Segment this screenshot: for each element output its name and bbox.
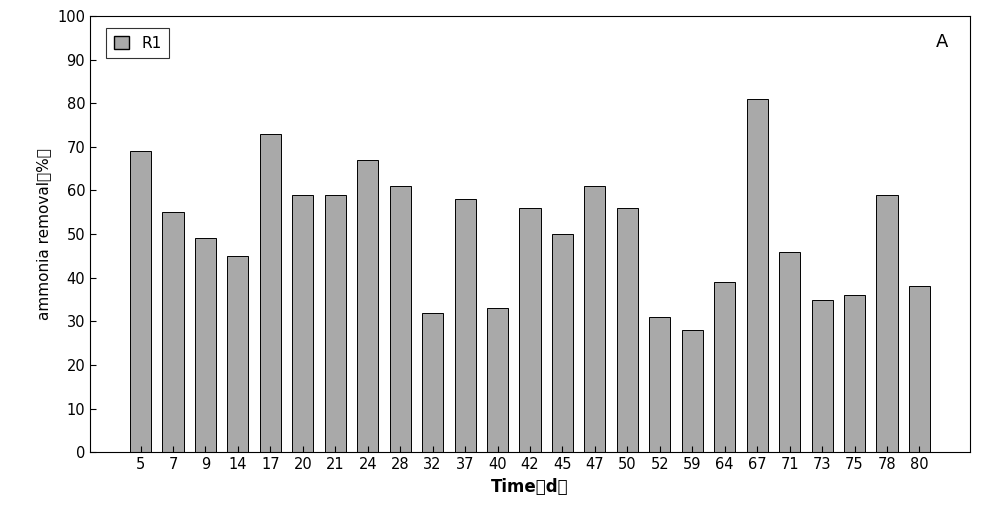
Bar [162,212,184,452]
Bar [487,308,508,452]
Bar [812,300,833,452]
Bar [455,199,476,452]
Legend: R1: R1 [106,28,169,58]
Bar [422,313,443,452]
Bar [617,208,638,452]
Bar [682,330,703,452]
Bar [390,186,411,452]
Bar [195,238,216,452]
Bar [649,317,670,452]
Bar [292,195,313,452]
Bar [519,208,541,452]
Bar [552,234,573,452]
Bar [844,295,865,452]
Y-axis label: ammonia removal（%）: ammonia removal（%） [37,148,52,320]
Bar [357,160,378,452]
Bar [325,195,346,452]
Text: A: A [936,34,948,52]
Bar [227,256,248,452]
X-axis label: Time（d）: Time（d） [491,478,569,496]
Bar [779,252,800,452]
Bar [584,186,605,452]
Bar [260,134,281,452]
Bar [876,195,898,452]
Bar [747,99,768,452]
Bar [909,286,930,452]
Bar [130,151,151,452]
Bar [714,282,735,452]
